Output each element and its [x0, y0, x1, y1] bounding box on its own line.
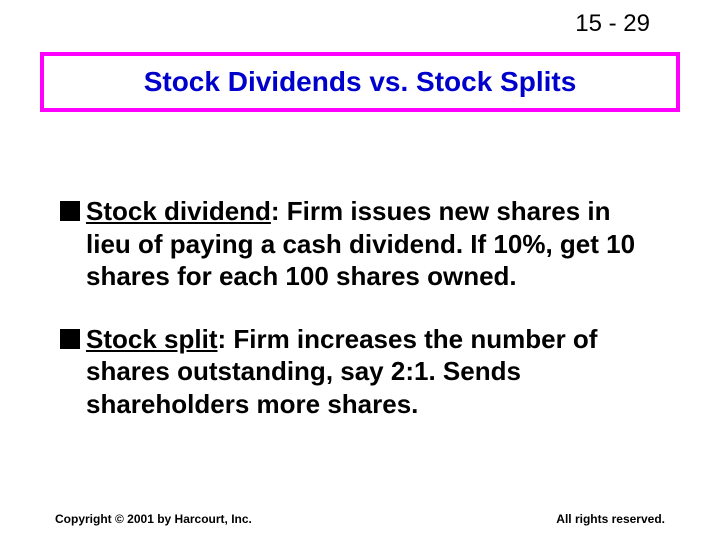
- title-box: Stock Dividends vs. Stock Splits: [40, 52, 680, 112]
- list-item: Stock dividend: Firm issues new shares i…: [60, 195, 660, 293]
- bullet-label: Stock split: [86, 324, 217, 354]
- bullet-text: Stock split: Firm increases the number o…: [86, 323, 660, 421]
- footer-copyright: Copyright © 2001 by Harcourt, Inc.: [55, 512, 252, 526]
- content-area: Stock dividend: Firm issues new shares i…: [60, 195, 660, 450]
- list-item: Stock split: Firm increases the number o…: [60, 323, 660, 421]
- bullet-icon: [60, 329, 80, 349]
- slide-title: Stock Dividends vs. Stock Splits: [144, 66, 577, 98]
- bullet-label: Stock dividend: [86, 196, 271, 226]
- footer-rights: All rights reserved.: [556, 512, 665, 526]
- page-number: 15 - 29: [575, 10, 650, 38]
- bullet-text: Stock dividend: Firm issues new shares i…: [86, 195, 660, 293]
- bullet-icon: [60, 201, 80, 221]
